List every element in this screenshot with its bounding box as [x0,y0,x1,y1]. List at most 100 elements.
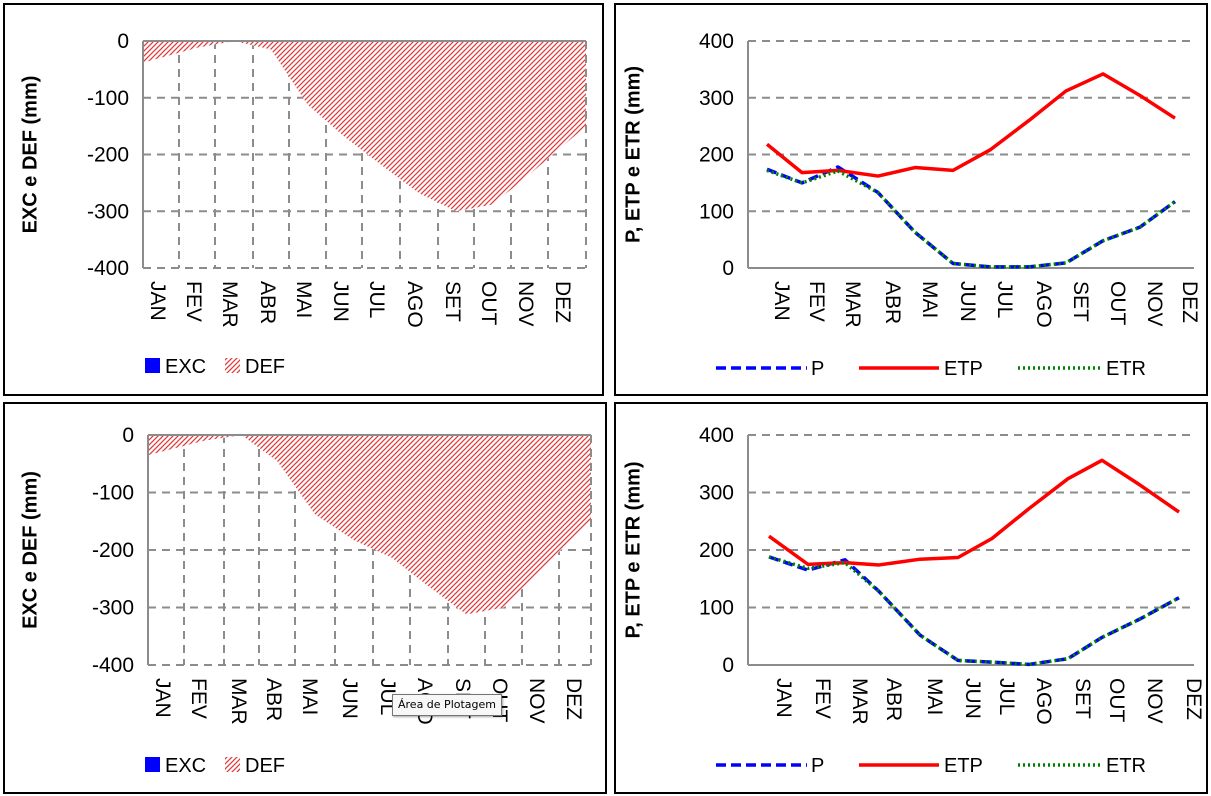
chart0-legend-def-label: DEF [245,356,285,378]
chart0-xtick-label: MAR [218,281,241,328]
chart3-xtick-label: NOV [1143,678,1166,724]
chart3-ytick-label: 400 [699,424,734,447]
chart0-xtick-label: JUN [329,281,352,322]
chart0-series-def-area [143,41,586,212]
chart3-xtick-label: DEZ [1182,678,1205,720]
chart0-xtick-label: AGO [403,281,426,328]
chart1-y-axis-label: P, ETP e ETR (mm) [622,66,644,243]
chart0-xtick-label: MAI [292,281,315,318]
water-balance-chart-bottom-svg: 400 300 200 100 0 JAN FEV MAR ABR MAI JUN JUL AGO SET… [622,424,1205,777]
chart3-ytick-label: 200 [699,539,734,562]
chart3-xtick-label: OUT [1105,678,1128,723]
chart0-legend-exc-label: EXC [165,356,206,378]
chart0-plot-area[interactable] [142,40,587,269]
chart1-ytick-label: 400 [699,30,734,53]
chart3-xtick-label: JUL [995,678,1018,715]
chart1-series-etr-line [766,168,1177,269]
chart0-xtick-label: ABR [256,281,279,324]
chart1-xtick-label: MAR [841,281,864,328]
chart0-ytick-label: 0 [117,30,129,53]
chart1-xtick-label: FEV [805,281,828,322]
chart2-xtick-label: JUN [338,678,361,719]
chart3-y-axis-label: P, ETP e ETR (mm) [622,461,644,638]
deficit-chart-top[interactable]: 0 -100 -200 -300 -400 JAN FEV MAR ABR MAI JUN JUL AG… [3,3,604,396]
chart1-ytick-label: 200 [699,144,734,167]
chart1-series-p-line [766,165,1177,269]
chart3-xtick-label: AGO [1032,678,1055,725]
chart0-legend[interactable]: EXC DEF [145,356,285,378]
chart1-legend-etp-label: ETP [944,358,983,380]
chart0-xtick-label: DEZ [551,281,574,323]
chart2-ytick-label: -400 [92,654,134,677]
chart1-ytick-label: 300 [699,87,734,110]
chart0-xtick-label: SET [441,281,464,322]
chart3-series-p-line [768,555,1180,667]
chart2-ytick-label: -300 [92,597,134,620]
chart0-ytick-label: -400 [87,257,129,280]
chart0-xtick-label: JUL [365,281,388,318]
chart3-xtick-label: JAN [772,678,795,718]
chart2-xtick-label: DEZ [562,678,585,720]
deficit-chart-bottom-svg: 0-100-200-300-400JANFEVMARABRMAIJUNJULAG… [19,424,592,777]
chart0-y-axis-label: EXC e DEF (mm) [19,76,41,234]
plot-area-tooltip: Área de Plotagem [392,694,502,716]
chart1-xtick-label: JAN [770,281,793,321]
chart2-legend[interactable]: EXC DEF [145,755,285,777]
chart2-xtick-label: MAI [298,678,321,715]
chart3-xtick-label: FEV [811,678,834,719]
chart0-ytick-label: -300 [87,200,129,223]
water-balance-chart-bottom[interactable]: 400 300 200 100 0 JAN FEV MAR ABR MAI JUN JUL AGO SET… [614,402,1208,794]
chart3-xtick-label: SET [1071,678,1094,719]
chart0-xtick-label: NOV [514,281,537,327]
chart3-xtick-label: ABR [882,678,905,721]
chart2-legend-def-label: DEF [245,755,285,777]
chart1-legend-etr-label: ETR [1106,358,1146,380]
chart2-legend-def-swatch [225,757,240,772]
chart1-ytick-label: 100 [699,200,734,223]
chart0-ytick-label: -100 [87,87,129,110]
chart2-series-def-area [148,435,591,615]
chart1-xtick-label: JUN [956,281,979,322]
chart3-ytick-label: 0 [722,654,734,677]
chart3-ytick-label: 100 [699,597,734,620]
chart1-xtick-label: NOV [1143,281,1166,327]
water-balance-chart-top-svg: 400 300 200 100 0 JAN FEV MAR ABR MAI JUN JUL AGO SET… [622,30,1201,380]
chart0-legend-exc-swatch [145,358,160,373]
chart3-legend-p-label: P [811,755,824,777]
chart2-plot-area[interactable] [147,434,592,666]
chart3-ytick-label: 300 [699,482,734,505]
chart2-xtick-label: JAN [151,678,174,718]
chart3-plot-area[interactable] [747,434,1194,667]
chart2-xtick-label: FEV [187,678,210,719]
chart2-xtick-label: ABR [262,678,285,721]
deficit-chart-bottom[interactable]: 0-100-200-300-400JANFEVMARABRMAIJUNJULAG… [3,402,607,794]
chart0-legend-def-swatch [225,358,240,373]
chart1-xtick-label: SET [1069,281,1092,322]
chart1-xtick-label: MAI [918,281,941,318]
chart0-xtick-label: JAN [146,281,169,321]
chart2-xtick-label: MAR [227,678,250,725]
chart3-xtick-label: JUN [961,678,984,719]
chart1-xtick-label: ABR [881,281,904,324]
chart1-ytick-label: 0 [722,257,734,280]
chart1-legend[interactable]: P ETP ETR [716,358,1146,380]
chart1-xtick-label: JUL [993,281,1016,318]
chart1-plot-area[interactable] [747,40,1194,269]
chart3-legend-etp-label: ETP [944,755,983,777]
chart2-y-axis-label: EXC e DEF (mm) [19,471,41,629]
water-balance-chart-top[interactable]: 400 300 200 100 0 JAN FEV MAR ABR MAI JUN JUL AGO SET… [614,3,1208,396]
chart2-ytick-label: -200 [92,539,134,562]
chart1-xtick-label: DEZ [1178,281,1201,323]
chart2-ytick-label: -100 [92,482,134,505]
chart2-legend-exc-label: EXC [165,755,206,777]
chart3-legend-etr-label: ETR [1106,755,1146,777]
chart0-xtick-label: FEV [182,281,205,322]
chart2-ytick-label: 0 [122,424,134,447]
chart2-legend-exc-swatch [145,757,160,772]
chart3-xtick-label: MAI [923,678,946,715]
chart2-xtick-label: NOV [525,678,548,724]
chart0-xtick-label: OUT [477,281,500,326]
chart1-xtick-label: OUT [1106,281,1129,326]
chart3-series-etr-line [768,555,1180,667]
chart3-legend[interactable]: P ETP ETR [716,755,1146,777]
